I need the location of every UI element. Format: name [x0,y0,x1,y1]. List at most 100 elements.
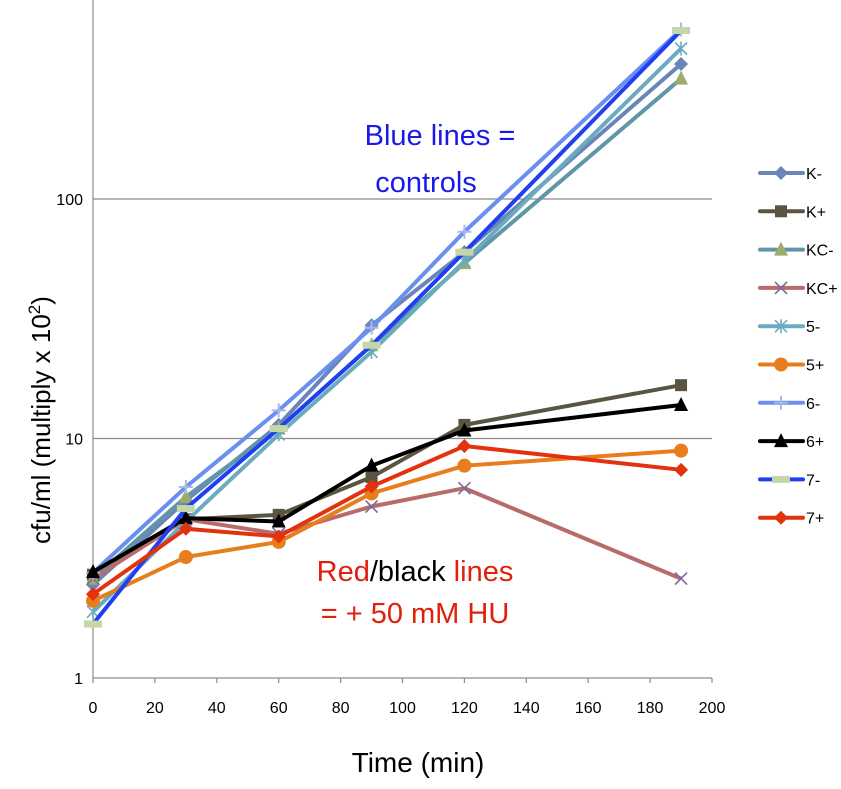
diamond-marker [674,57,689,72]
series-7+ [86,439,689,602]
circle-marker [674,443,689,458]
x-marker [674,572,688,586]
bar-marker [672,27,691,35]
x-tick-label: 80 [332,700,350,717]
annotation-black-word: /black [370,556,446,588]
diamond-marker [271,529,286,544]
annotation-red-word: Red [317,556,370,588]
triangle-marker [774,241,788,256]
axes: 1 10 100 0 20 40 60 80 100 120 140 160 180 200 [56,0,725,717]
x-axis-title: Time (min) [352,747,485,778]
annotation-red-line2: = + 50 mM HU [321,598,510,630]
plus-marker [178,480,193,495]
bar-marker [176,505,195,513]
bar-marker [269,425,288,433]
bar-marker [362,341,381,349]
legend-label: 7- [806,472,820,489]
circle-marker [178,550,193,565]
x-tick-label: 100 [389,700,416,717]
legend-item-6+: 6+ [758,433,824,451]
series-line [91,28,683,575]
star-marker [774,319,788,334]
circle-marker [774,357,788,372]
series-line [92,448,682,603]
triangle-marker [774,433,788,448]
legend-item-6-: 6- [758,395,820,413]
triangle-marker [364,457,379,472]
series-line [91,62,683,587]
plus-marker [774,395,788,410]
x-marker [457,481,471,495]
x-tick-label: 20 [146,700,164,717]
y-axis-title-close: ) [26,296,56,305]
x-tick-label: 60 [270,700,288,717]
legend-label: KC+ [806,281,838,298]
x-tick-label: 160 [575,700,602,717]
legend-item-7+: 7+ [758,510,824,528]
gridlines [93,198,712,440]
legend-label: 6- [806,396,820,413]
x-marker [364,499,379,514]
y-tick-label: 1 [74,671,83,688]
triangle-marker [674,70,689,85]
legend-label: K- [806,166,822,183]
circle-marker [457,458,472,473]
legend-label: 5+ [806,358,824,375]
x-marker [774,281,788,295]
y-tick-label: 100 [56,192,83,209]
x-tick-label: 40 [208,700,226,717]
star-marker [674,41,688,56]
diamond-marker [178,521,193,536]
legend-item-5+: 5+ [758,357,824,375]
legend-item-KC-: KC- [758,241,834,260]
diamond-marker [674,462,689,477]
x-tick-label: 180 [637,700,664,717]
plus-marker [271,403,286,418]
legend-label: K+ [806,204,826,221]
square-marker [675,379,688,392]
legend-item-5-: 5- [758,319,820,336]
triangle-marker [178,488,193,503]
triangle-marker [86,564,100,579]
series-group [84,22,691,628]
triangle-marker [457,422,472,437]
series-line [91,47,683,614]
annotation-lines-word: lines [446,556,514,588]
plus-marker [364,320,379,335]
series-line [91,29,683,626]
bar-marker [84,620,102,628]
legend-label: 7+ [806,511,824,528]
diamond-marker [86,587,100,602]
x-tick-label: 140 [513,700,540,717]
legend-item-KC+: KC+ [758,281,838,298]
annotation-red-line1: Red/black lines [317,556,514,588]
x-tick-label: 0 [89,700,98,717]
triangle-marker [674,396,689,411]
triangle-marker [178,510,193,525]
diamond-marker [364,479,379,494]
annotation-blue-line1: Blue lines = [365,120,516,152]
y-axis-title-superscript: 2 [25,305,44,314]
legend-label: 6+ [806,434,824,451]
legend-label: KC- [806,243,834,260]
x-tick-label: 200 [699,700,726,717]
plus-marker [457,224,472,239]
bar-marker [772,475,790,483]
legend-item-7-: 7- [758,472,820,489]
series-7- [84,27,691,628]
diamond-marker [457,439,472,454]
y-axis-title: cfu/ml (multiply x 102) [25,296,56,544]
legend-item-K+: K+ [758,204,826,221]
y-tick-label: 10 [65,432,83,449]
triangle-marker [271,513,286,528]
legend-label: 5- [806,319,820,336]
x-tick-label: 120 [451,700,478,717]
square-marker [775,205,787,218]
series-line [91,444,682,596]
y-axis-title-text: cfu/ml (multiply x 10 [26,314,56,544]
diamond-marker [774,510,788,525]
diamond-marker [774,166,788,180]
series-6- [86,22,689,580]
legend-item-K-: K- [758,166,822,183]
